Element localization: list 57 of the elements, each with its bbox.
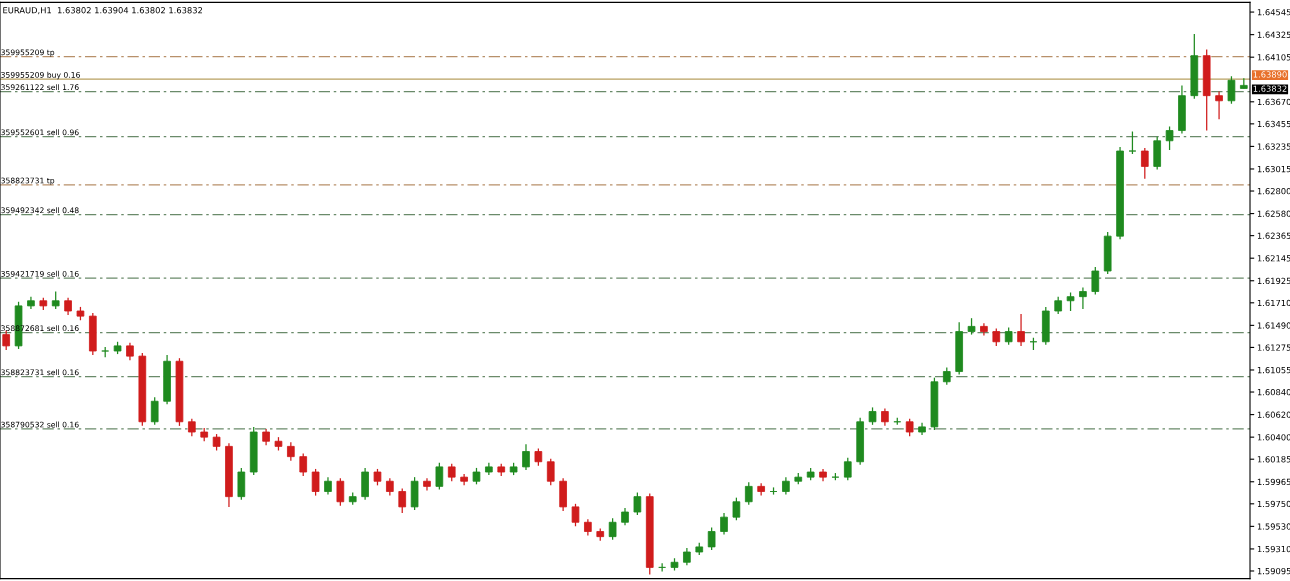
candlestick (720, 512, 728, 536)
y-tick-label: 1.63670 (1257, 98, 1290, 106)
candlestick (522, 443, 530, 471)
y-tick-label: 1.62145 (1257, 255, 1290, 262)
y-tick-label: 1.60400 (1257, 434, 1290, 441)
candlestick (707, 526, 716, 551)
candlestick (1165, 125, 1174, 151)
candlestick (1140, 147, 1149, 180)
y-tick-label: 1.60620 (1257, 411, 1290, 418)
candlestick (546, 458, 555, 486)
candlestick (398, 487, 407, 514)
candlestick (311, 468, 320, 497)
y-tick-label: 1.64545 (1257, 9, 1290, 16)
text: 1.63890 (1253, 71, 1287, 78)
candlestick (1128, 130, 1137, 155)
y-tick-label: 1.62800 (1257, 188, 1290, 195)
candlestick (1227, 75, 1236, 105)
candlestick (150, 396, 159, 426)
y-tick-label: 1.63235 (1257, 143, 1290, 150)
candlestick (299, 452, 308, 477)
candlestick (435, 462, 444, 491)
candlestick (980, 322, 988, 337)
y-tick-label: 1.62580 (1257, 210, 1290, 217)
y-tick-label: 1.59310 (1257, 545, 1290, 553)
candlestick (732, 497, 741, 521)
candlestick (1066, 291, 1075, 312)
y-tick-label: 1.62365 (1257, 232, 1290, 239)
y-tick-label: 1.64325 (1257, 31, 1290, 38)
candlestick (757, 482, 765, 497)
y-tick-label: 1.61275 (1257, 344, 1290, 351)
y-tick-label: 1.59965 (1257, 478, 1290, 486)
y-tick-label: 1.61055 (1257, 366, 1290, 374)
y-tick-label: 1.59750 (1257, 500, 1290, 508)
candlestick (1091, 266, 1100, 296)
y-tick-label: 1.61925 (1257, 277, 1290, 285)
candlestick (744, 481, 753, 506)
text: EURAUD,H1 1.63802 1.63904 1.63802 1.63832 (3, 7, 203, 15)
candlestick (608, 517, 617, 541)
y-tick-label: 1.63455 (1257, 120, 1290, 128)
y-tick-label: 1.59530 (1257, 523, 1290, 530)
candlestick (1215, 90, 1223, 120)
candlestick (287, 441, 295, 462)
candlestick (571, 503, 580, 527)
candlestick (843, 457, 852, 481)
candlestick (1079, 286, 1087, 310)
y-tick-label: 1.60185 (1257, 456, 1290, 463)
y-tick-label: 1.63015 (1257, 165, 1290, 173)
candlestick (1017, 313, 1025, 347)
candlestick (336, 477, 345, 507)
y-tick-label: 1.64105 (1257, 54, 1290, 61)
y-tick-label: 1.60840 (1257, 389, 1290, 396)
candlestick (633, 491, 642, 516)
y-tick-label: 1.61490 (1257, 322, 1290, 329)
y-tick-label: 1.61710 (1257, 299, 1290, 307)
text: 1.63832 (1253, 85, 1287, 92)
y-tick-label: 1.59095 (1257, 567, 1290, 575)
candlestick (2, 329, 11, 351)
